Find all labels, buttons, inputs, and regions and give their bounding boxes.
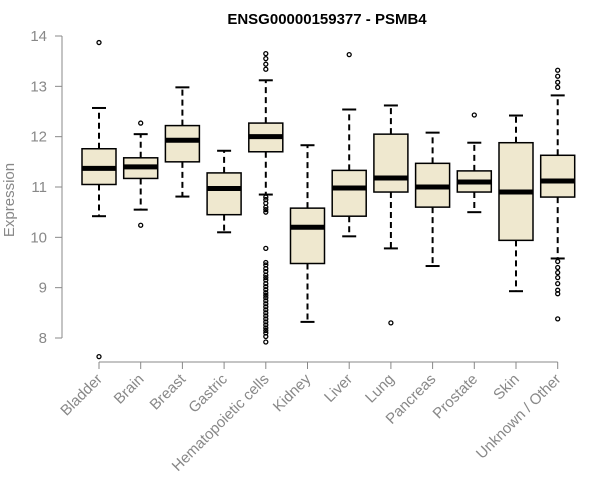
outlier-point	[263, 304, 269, 310]
box-breast	[164, 86, 201, 198]
y-tick-label: 14	[30, 28, 47, 45]
outlier-point	[263, 284, 269, 290]
outlier-point	[96, 39, 102, 46]
y-axis-label: Expression	[1, 163, 18, 237]
outlier-point	[263, 50, 269, 57]
outlier-point	[555, 264, 561, 271]
outlier-point	[263, 272, 269, 278]
outlier-point	[263, 61, 269, 67]
outlier-point	[263, 245, 269, 252]
chart-title: ENSG00000159377 - PSMB4	[227, 11, 427, 28]
outlier-point	[263, 295, 269, 301]
box-series	[81, 39, 576, 360]
outlier-point	[555, 79, 561, 85]
outlier-point	[263, 194, 269, 200]
outlier-point	[263, 316, 269, 322]
box-hematopoietic-cells	[248, 50, 284, 345]
y-tick-label: 8	[39, 330, 47, 347]
outlier-point	[263, 298, 269, 304]
outlier-point	[263, 66, 269, 72]
outlier-point	[263, 206, 269, 213]
y-tick-label: 11	[31, 179, 47, 196]
outlier-point	[263, 301, 269, 307]
outlier-point	[263, 56, 269, 62]
outlier-point	[471, 112, 477, 118]
iqr-box	[206, 172, 242, 216]
y-tick-label: 12	[30, 129, 47, 146]
outlier-point	[555, 67, 561, 73]
outlier-point	[263, 327, 269, 334]
outlier-point	[555, 258, 561, 265]
outlier-point	[263, 209, 269, 215]
y-tick-label: 10	[30, 229, 47, 246]
outlier-point	[263, 265, 269, 272]
outlier-point	[555, 316, 561, 322]
iqr-box	[331, 169, 367, 217]
box-bladder	[81, 39, 117, 360]
outlier-point	[346, 51, 352, 58]
x-tick-label: Kidney	[270, 370, 315, 415]
outlier-point	[263, 274, 269, 281]
outlier-point	[263, 307, 269, 313]
box-skin	[498, 114, 534, 293]
x-tick-label: Skin	[490, 371, 523, 404]
box-brain	[122, 120, 159, 228]
outlier-point	[138, 120, 144, 126]
y-tick-label: 9	[39, 280, 47, 297]
iqr-box	[373, 133, 409, 193]
box-pancreas	[414, 131, 451, 268]
outlier-point	[555, 291, 561, 297]
box-liver	[331, 51, 367, 238]
box-unknown-other	[539, 67, 576, 322]
outlier-point	[555, 280, 561, 287]
outlier-point	[263, 322, 269, 328]
outlier-point	[138, 222, 144, 228]
outlier-point	[555, 274, 561, 281]
x-tick-label: Prostate	[430, 371, 482, 423]
outlier-point	[555, 84, 561, 90]
box-prostate	[456, 112, 493, 214]
y-axis: 8 9 10 11 12 13 14	[30, 28, 63, 347]
outlier-point	[263, 325, 269, 331]
outlier-point	[263, 259, 269, 266]
outlier-point	[263, 287, 269, 293]
x-tick-label: Liver	[321, 371, 356, 406]
outlier-point	[263, 319, 269, 325]
outlier-point	[263, 204, 269, 210]
iqr-box	[289, 207, 326, 265]
outlier-point	[263, 313, 269, 319]
y-tick-label: 13	[30, 78, 47, 95]
box-lung	[373, 104, 409, 326]
outlier-point	[96, 353, 102, 360]
x-tick-label: Brain	[111, 371, 148, 408]
outlier-point	[555, 269, 561, 276]
outlier-point	[263, 339, 269, 345]
outlier-point	[263, 290, 269, 296]
outlier-point	[263, 333, 269, 340]
iqr-box	[164, 124, 201, 163]
box-gastric	[206, 149, 242, 234]
outlier-point	[263, 280, 269, 287]
outlier-point	[555, 73, 561, 79]
outlier-point	[263, 310, 269, 316]
iqr-box	[539, 154, 576, 198]
x-tick-label: Lung	[362, 371, 398, 407]
x-tick-label: Bladder	[57, 371, 106, 420]
box-kidney	[289, 144, 326, 323]
outlier-point	[388, 320, 394, 326]
x-tick-label: Breast	[147, 370, 190, 413]
outlier-point	[263, 292, 269, 298]
